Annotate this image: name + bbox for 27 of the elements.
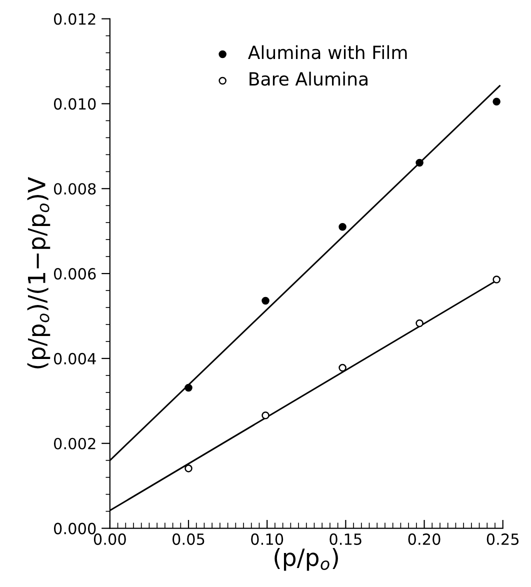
x-tick-label: 0.25	[486, 533, 519, 545]
y-tick-label: 0.004	[54, 352, 96, 364]
y-tick-label: 0.012	[54, 13, 96, 25]
y-tick-label: 0.006	[54, 268, 96, 280]
x-tick-label: 0.10	[251, 533, 284, 545]
point	[338, 222, 346, 231]
point	[338, 364, 346, 372]
y-axis-title: (p/p$_{o}$)/(1−p/p$_{o}$)V	[27, 176, 50, 368]
x-tick-label: 0.20	[408, 533, 440, 545]
point	[492, 98, 500, 106]
legend-label: Alumina with Film	[248, 45, 407, 60]
y-tick-label: 0.010	[54, 98, 96, 110]
point	[184, 464, 192, 472]
legend-label: Bare Alumina	[250, 72, 368, 86]
y-tick-label: 0.000	[54, 522, 96, 534]
point	[492, 276, 500, 284]
x-tick-label: 0.15	[330, 533, 362, 545]
point	[262, 411, 270, 420]
point	[416, 158, 424, 167]
y-tick-label: 0.008	[54, 183, 96, 195]
point	[416, 319, 424, 328]
point	[184, 384, 192, 392]
y-tick-label: 0.002	[54, 438, 96, 450]
x-tick-label: 0.05	[172, 533, 204, 545]
point	[262, 296, 270, 305]
x-tick-label: 0.00	[94, 533, 126, 545]
x-axis-title: (p/p$_{o}$)	[274, 548, 338, 571]
